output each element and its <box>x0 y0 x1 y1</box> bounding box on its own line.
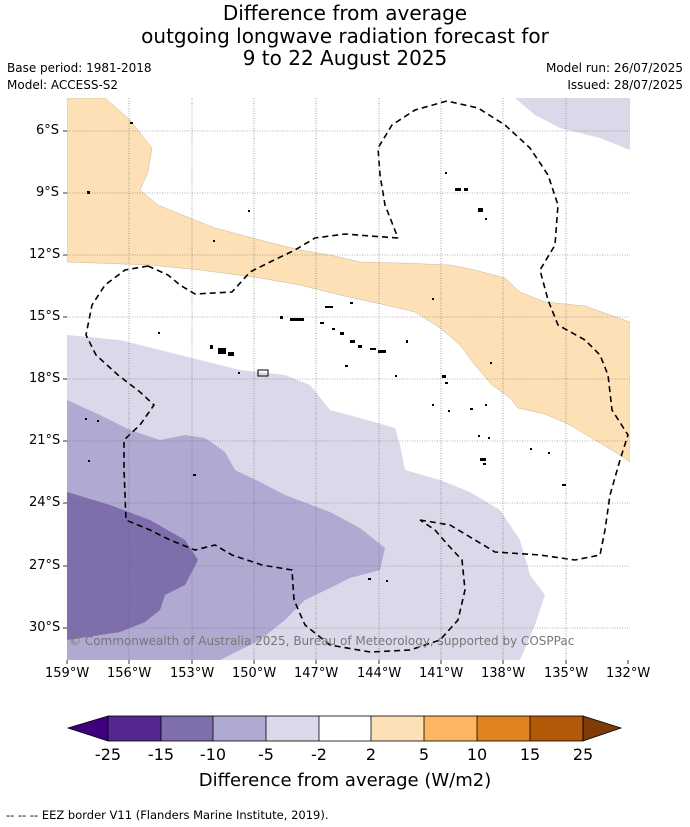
eez-border-east <box>377 100 629 561</box>
copyright-notice: © Commonwealth of Australia 2025, Bureau… <box>69 634 575 648</box>
colorbar-tick-label: 2 <box>365 745 377 764</box>
lon-label: 144°W <box>357 666 402 681</box>
colorbar-extend-min <box>66 715 109 742</box>
positive-anomaly-ne-corner <box>515 98 630 150</box>
lon-label: 132°W <box>606 666 651 681</box>
colorbar-tick-label: -25 <box>94 745 122 764</box>
colorbar-tick-label: -15 <box>147 745 175 764</box>
colorbar-bin <box>213 716 266 741</box>
colorbar-tick-label: -5 <box>258 745 274 764</box>
lon-label: 150°W <box>232 666 277 681</box>
lat-label: 21°S <box>29 433 61 448</box>
colorbar-bin <box>424 716 477 741</box>
lon-label: 138°W <box>481 666 526 681</box>
lon-label: 156°W <box>107 666 152 681</box>
eez-footnote: -- -- -- EEZ border V11 (Flanders Marine… <box>6 808 329 822</box>
lat-label: 30°S <box>29 620 61 635</box>
anomaly-fields <box>67 98 630 660</box>
model-label: Model: ACCESS-S2 <box>7 78 119 92</box>
colorbar-bin <box>477 716 530 741</box>
axis-ticks <box>63 130 629 664</box>
colorbar-bin <box>530 716 583 741</box>
lat-label: 18°S <box>29 371 61 386</box>
title-line-1: Difference from average <box>222 1 468 25</box>
lon-label: 153°W <box>170 666 215 681</box>
colorbar-tick-label: 10 <box>466 745 488 764</box>
colorbar-title: Difference from average (W/m2) <box>198 770 492 791</box>
colorbar-tick-label: -10 <box>199 745 227 764</box>
lon-label: 141°W <box>419 666 464 681</box>
colorbar-tick-label: -2 <box>311 745 327 764</box>
eez-border-north-link <box>147 233 399 295</box>
lon-label: 135°W <box>544 666 589 681</box>
lat-label: 6°S <box>36 123 60 138</box>
lon-label: 147°W <box>294 666 339 681</box>
lat-label: 27°S <box>29 558 61 573</box>
positive-anomaly-region <box>67 98 630 463</box>
colorbar-bin <box>161 716 213 741</box>
colorbar <box>66 715 623 742</box>
colorbar-tick-label: 25 <box>572 745 594 764</box>
colorbar-tick-label: 15 <box>519 745 541 764</box>
colorbar-bin <box>266 716 319 741</box>
colorbar-tick-label: 5 <box>418 745 430 764</box>
base-period-label: Base period: 1981-2018 <box>7 61 152 75</box>
issued-label: Issued: 28/07/2025 <box>567 78 683 92</box>
lon-label: 159°W <box>45 666 90 681</box>
title-line-3: 9 to 22 August 2025 <box>242 46 448 70</box>
title-line-2: outgoing longwave radiation forecast for <box>141 23 549 48</box>
colorbar-bin <box>319 716 371 741</box>
lat-label: 12°S <box>29 247 61 262</box>
colorbar-bin <box>108 716 161 741</box>
lat-label: 24°S <box>29 495 61 510</box>
eez-border-west <box>85 265 466 653</box>
colorbar-extend-max <box>582 715 623 742</box>
colorbar-bin <box>371 716 424 741</box>
islands <box>85 122 566 582</box>
gridlines <box>67 98 630 660</box>
lat-label: 9°S <box>36 185 60 200</box>
model-run-label: Model run: 26/07/2025 <box>545 61 683 75</box>
lat-label: 15°S <box>29 309 61 324</box>
